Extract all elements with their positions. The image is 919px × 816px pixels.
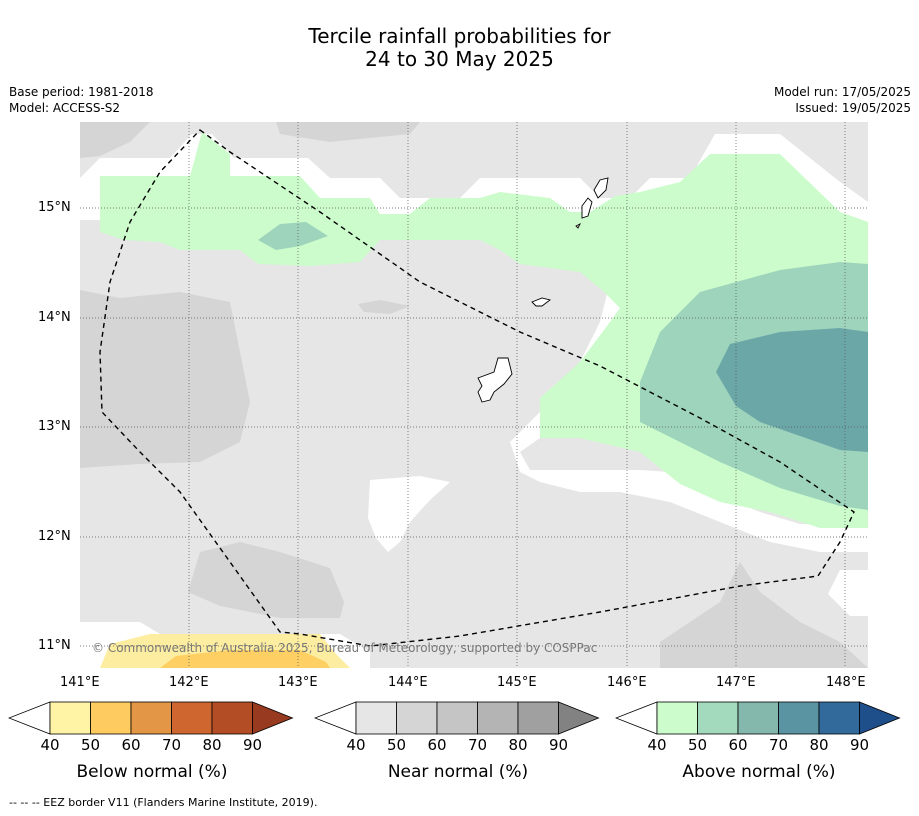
colorbar-title-near: Near normal (%) xyxy=(387,762,529,782)
below-colorbar-tick-label: 50 xyxy=(80,736,101,754)
lat-label-13n: 13°N xyxy=(38,419,71,434)
below-colorbar-segment xyxy=(130,701,172,735)
colorbar-title-below: Below normal (%) xyxy=(76,762,228,782)
map-canvas xyxy=(80,122,868,668)
below-colorbar-max-extend xyxy=(252,701,294,735)
no-signal-region-southeast xyxy=(828,570,868,616)
near-colorbar-segment xyxy=(436,701,478,735)
lon-label-144e: 144°E xyxy=(388,675,428,690)
near-colorbar-max-extend xyxy=(558,701,600,735)
above-normal-60-region xyxy=(716,328,868,452)
above-colorbar-tick-label: 70 xyxy=(768,736,789,754)
near-colorbar-tick-label: 70 xyxy=(467,736,488,754)
lon-label-141e: 141°E xyxy=(60,675,100,690)
copyright-notice: © Commonwealth of Australia 2025, Bureau… xyxy=(92,641,598,655)
above-colorbar-tick-label: 80 xyxy=(809,736,829,754)
colorbar-near-normal xyxy=(314,701,600,735)
near-colorbar-tick-label: 90 xyxy=(548,736,569,754)
below-colorbar-segment xyxy=(211,701,253,735)
lat-label-11n: 11°N xyxy=(38,638,71,653)
above-colorbar-tick-label: 90 xyxy=(849,736,870,754)
below-colorbar-tick-label: 40 xyxy=(40,736,60,754)
rota-island xyxy=(531,297,552,307)
saipan-island xyxy=(593,177,609,199)
near-normal-50-region-small xyxy=(358,300,410,314)
gridlines xyxy=(80,122,868,668)
above-colorbar-tick-label: 60 xyxy=(728,736,748,754)
lon-label-147e: 147°E xyxy=(716,675,756,690)
model-run-label: Model run: 17/05/2025 xyxy=(773,85,911,99)
near-colorbar-tick-label: 80 xyxy=(508,736,528,754)
above-colorbar-tick-label: 40 xyxy=(647,736,667,754)
lat-label-15n: 15°N xyxy=(38,200,71,215)
base-period-label: Base period: 1981-2018 xyxy=(9,85,154,99)
near-normal-50-region-nw xyxy=(80,122,150,158)
above-colorbar-segment xyxy=(697,701,739,735)
below-colorbar-tick-label: 90 xyxy=(242,736,263,754)
above-colorbar-segment xyxy=(818,701,860,735)
map-panel xyxy=(80,122,868,668)
eez-border xyxy=(99,129,855,647)
near-colorbar-segment xyxy=(477,701,519,735)
above-colorbar-segment xyxy=(656,701,698,735)
lon-label-148e: 148°E xyxy=(826,675,866,690)
map-title-line2: 24 to 30 May 2025 xyxy=(365,47,554,71)
near-colorbar-segment xyxy=(355,701,397,735)
near-colorbar-tick-label: 50 xyxy=(386,736,407,754)
near-normal-50-region-southeast xyxy=(660,562,868,668)
below-colorbar-tick-label: 70 xyxy=(161,736,182,754)
lat-label-14n: 14°N xyxy=(38,310,71,325)
below-colorbar-segment xyxy=(171,701,213,735)
lon-label-146e: 146°E xyxy=(607,675,647,690)
near-colorbar-segment xyxy=(517,701,559,735)
guam-island xyxy=(477,357,513,403)
above-normal-50-region-small xyxy=(258,222,328,250)
below-colorbar-min-extend xyxy=(8,701,51,735)
below-colorbar-segment xyxy=(49,701,91,735)
above-colorbar-max-extend xyxy=(859,701,901,735)
near-normal-50-region-west xyxy=(80,290,250,468)
above-colorbar-segment xyxy=(737,701,779,735)
above-colorbar-segment xyxy=(778,701,820,735)
near-colorbar-segment xyxy=(396,701,438,735)
no-signal-region-south xyxy=(368,476,450,552)
lat-label-12n: 12°N xyxy=(38,529,71,544)
lon-label-143e: 143°E xyxy=(278,675,318,690)
colorbar-title-above: Above normal (%) xyxy=(682,762,836,782)
eez-footnote: -- -- -- EEZ border V11 (Flanders Marine… xyxy=(9,796,318,809)
tinian-island xyxy=(581,197,593,219)
near-colorbar-tick-label: 40 xyxy=(346,736,366,754)
near-normal-50-region-top xyxy=(276,122,420,142)
lon-label-145e: 145°E xyxy=(497,675,537,690)
lon-label-142e: 142°E xyxy=(169,675,209,690)
model-label: Model: ACCESS-S2 xyxy=(9,101,121,115)
map-title-line1: Tercile rainfall probabilities for xyxy=(308,24,611,48)
above-colorbar-tick-label: 50 xyxy=(687,736,708,754)
near-colorbar-tick-label: 60 xyxy=(427,736,447,754)
colorbar-below-normal xyxy=(8,701,294,735)
near-normal-50-region-south xyxy=(188,542,344,618)
below-colorbar-segment xyxy=(90,701,132,735)
aguijan-island xyxy=(575,222,582,229)
below-colorbar-tick-label: 80 xyxy=(202,736,222,754)
above-colorbar-min-extend xyxy=(615,701,658,735)
issued-label: Issued: 19/05/2025 xyxy=(795,101,911,115)
below-colorbar-tick-label: 60 xyxy=(121,736,141,754)
colorbar-above-normal xyxy=(615,701,901,735)
near-colorbar-min-extend xyxy=(314,701,357,735)
islands xyxy=(477,177,609,403)
below-normal-50-region xyxy=(160,650,330,668)
